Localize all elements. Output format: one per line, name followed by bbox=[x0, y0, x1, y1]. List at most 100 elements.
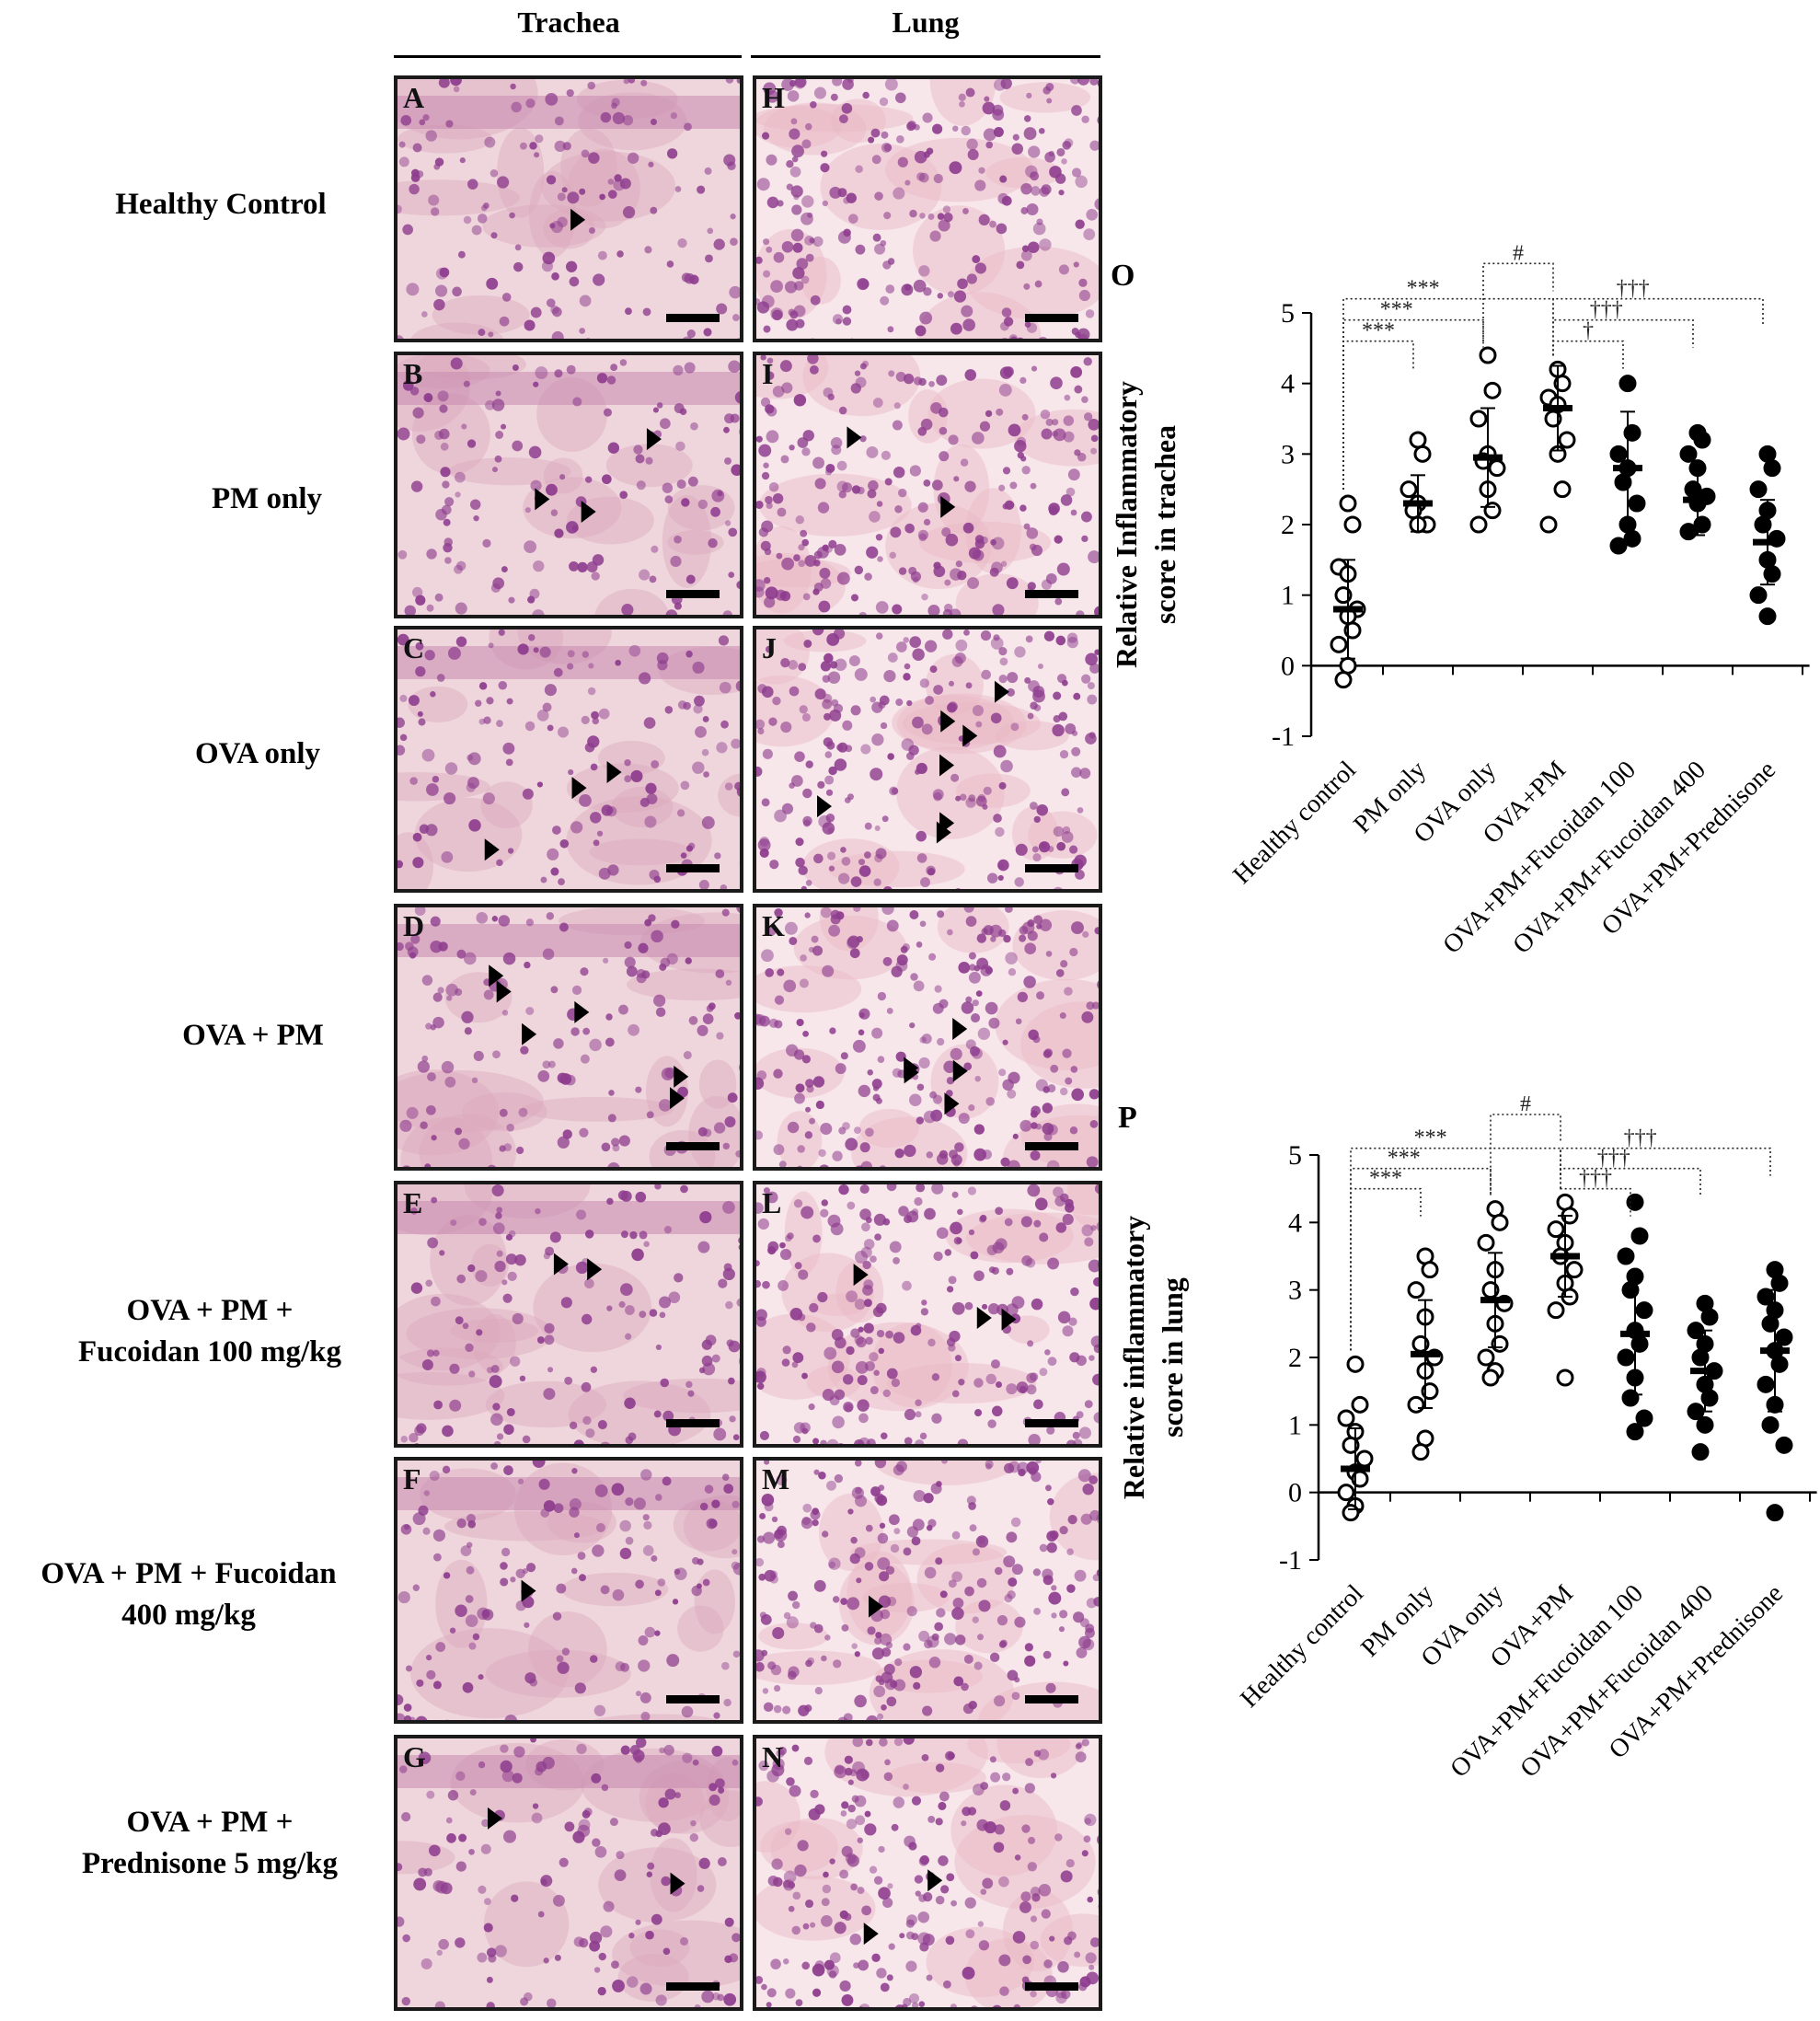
data-point bbox=[1339, 494, 1357, 513]
x-tick-label: Healthy control bbox=[1227, 756, 1362, 890]
significance-label: *** bbox=[1407, 277, 1440, 301]
data-point bbox=[1700, 1308, 1719, 1326]
data-point bbox=[1758, 607, 1777, 626]
data-point bbox=[1775, 1328, 1793, 1346]
data-point bbox=[1346, 1355, 1365, 1373]
data-point bbox=[1413, 445, 1432, 463]
arrowhead-icon bbox=[863, 1923, 879, 1946]
data-point bbox=[1757, 1375, 1775, 1393]
arrowhead-icon bbox=[952, 1018, 968, 1041]
lung-micrograph-panel-h: H bbox=[753, 75, 1102, 342]
lung-micrograph-panel-l: L bbox=[753, 1181, 1102, 1448]
data-point bbox=[1351, 1395, 1369, 1414]
y-axis-label: Relative inflammatory score in lung bbox=[1117, 1216, 1189, 1499]
significance-label: # bbox=[1513, 241, 1524, 265]
trachea-micrograph-panel-d: D bbox=[394, 904, 743, 1171]
arrowhead-icon bbox=[904, 1061, 919, 1084]
row-label-prednisone: OVA + PM + Prednisone 5 mg/kg bbox=[35, 1802, 385, 1884]
arrowhead-icon bbox=[581, 500, 596, 523]
x-tick-label: Healthy control bbox=[1235, 1579, 1369, 1714]
data-point bbox=[1609, 537, 1628, 555]
data-point bbox=[1411, 1443, 1430, 1461]
lung-micrograph-panel-j: J bbox=[753, 626, 1102, 893]
arrowhead-icon bbox=[944, 1092, 960, 1115]
y-tick-label: 5 bbox=[1281, 298, 1295, 329]
histology-image bbox=[756, 355, 1099, 615]
y-tick-label: 3 bbox=[1288, 1276, 1302, 1306]
histology-image bbox=[397, 79, 740, 339]
panel-letter: A bbox=[403, 81, 425, 114]
panel-letter: J bbox=[762, 631, 777, 664]
data-point bbox=[1337, 1484, 1355, 1502]
arrowhead-icon bbox=[939, 754, 955, 777]
significance-label: ††† bbox=[1579, 1167, 1612, 1191]
data-point bbox=[1679, 523, 1698, 541]
arrowhead-icon bbox=[521, 1579, 536, 1602]
data-point bbox=[1766, 1504, 1784, 1522]
panel-letter: D bbox=[403, 909, 425, 942]
significance-label: *** bbox=[1369, 1167, 1402, 1191]
data-point bbox=[1407, 1395, 1425, 1414]
y-tick-label: 5 bbox=[1288, 1140, 1302, 1171]
scale-bar bbox=[666, 590, 720, 598]
data-point bbox=[1770, 1274, 1789, 1292]
arrowhead-icon bbox=[484, 838, 500, 861]
significance-label: ††† bbox=[1590, 298, 1623, 322]
arrowhead-icon bbox=[571, 777, 587, 800]
row-label-line: OVA + PM bbox=[182, 1019, 324, 1052]
significance-label: ††† bbox=[1624, 1126, 1657, 1150]
significance-label: *** bbox=[1380, 298, 1413, 322]
panel-letter: E bbox=[403, 1186, 423, 1219]
arrowhead-icon bbox=[847, 426, 862, 449]
scale-bar bbox=[666, 864, 720, 872]
data-point bbox=[1334, 671, 1353, 689]
trachea-column-rule bbox=[394, 55, 742, 58]
data-point bbox=[1763, 459, 1781, 478]
arrowhead-icon bbox=[940, 495, 956, 518]
arrowhead-icon bbox=[670, 1872, 685, 1895]
scale-bar bbox=[1025, 1982, 1078, 1991]
row-label-fucoidan-100: OVA + PM + Fucoidan 100 mg/kg bbox=[35, 1290, 385, 1372]
data-point bbox=[1407, 1281, 1425, 1299]
y-tick-label: 1 bbox=[1288, 1410, 1302, 1440]
panel-letter: B bbox=[403, 357, 423, 390]
data-point bbox=[1337, 1409, 1355, 1427]
arrowhead-icon bbox=[869, 1595, 884, 1618]
lung-micrograph-panel-i: I bbox=[753, 352, 1102, 618]
significance-label: † bbox=[1583, 319, 1594, 343]
row-label-line: Fucoidan 100 mg/kg bbox=[77, 1334, 342, 1369]
trachea-micrograph-panel-e: E bbox=[394, 1181, 743, 1448]
row-label-line: OVA only bbox=[194, 737, 321, 770]
panel-letter: K bbox=[762, 909, 785, 942]
y-tick-label: 2 bbox=[1281, 510, 1295, 540]
data-point bbox=[1626, 1193, 1644, 1211]
data-point bbox=[1691, 1443, 1710, 1461]
data-point bbox=[1539, 515, 1558, 534]
scale-bar bbox=[1025, 864, 1078, 872]
data-point bbox=[1469, 410, 1488, 428]
data-point bbox=[1547, 1220, 1565, 1239]
row-label-ova-pm: OVA + PM bbox=[87, 1015, 419, 1057]
arrowhead-icon bbox=[574, 1000, 590, 1023]
scale-bar bbox=[666, 1982, 720, 1991]
data-point bbox=[1330, 635, 1348, 653]
arrowhead-icon bbox=[587, 1258, 603, 1281]
data-point bbox=[1623, 529, 1641, 548]
data-point bbox=[1757, 1288, 1775, 1306]
arrowhead-icon bbox=[674, 1065, 689, 1088]
data-point bbox=[1693, 431, 1711, 449]
significance-bracket bbox=[1552, 318, 1694, 356]
arrowhead-icon bbox=[939, 812, 955, 835]
data-point bbox=[1696, 1415, 1714, 1434]
data-point bbox=[1479, 346, 1497, 364]
arrowhead-icon bbox=[817, 795, 833, 818]
row-label-line: Prednisone 5 mg/kg bbox=[81, 1846, 339, 1880]
data-point bbox=[1343, 515, 1362, 534]
data-point bbox=[1626, 1423, 1644, 1441]
arrowhead-icon bbox=[606, 760, 622, 783]
scale-bar bbox=[666, 1695, 720, 1703]
data-point bbox=[1617, 1247, 1635, 1265]
panel-letter: F bbox=[403, 1462, 421, 1496]
